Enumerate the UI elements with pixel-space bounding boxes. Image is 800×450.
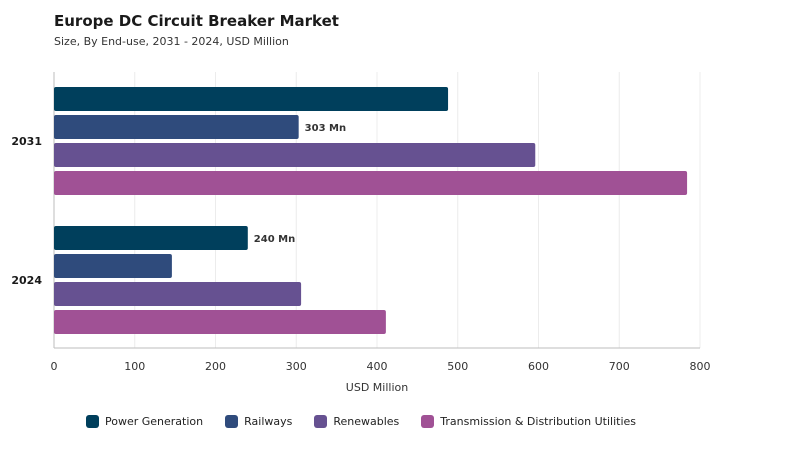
legend-item: Railways <box>225 415 292 428</box>
x-tick-label: 400 <box>367 360 388 373</box>
legend-swatch <box>225 415 239 428</box>
chart-legend: Power Generation Railways Renewables Transm… <box>86 415 636 428</box>
y-category-label: 2024 <box>11 274 42 287</box>
x-tick-label: 500 <box>447 360 468 373</box>
x-tick-label: 600 <box>528 360 549 373</box>
chart-title: Europe DC Circuit Breaker Market <box>54 12 339 30</box>
legend-swatch <box>421 415 435 428</box>
chart-subtitle: Size, By End-use, 2031 - 2024, USD Milli… <box>54 35 289 48</box>
bar <box>54 143 536 167</box>
legend-label: Renewables <box>333 415 400 428</box>
data-label: 240 Mn <box>254 234 295 245</box>
legend-swatch <box>314 415 328 428</box>
data-label: 303 Mn <box>305 123 346 134</box>
x-tick-label: 300 <box>286 360 307 373</box>
bar <box>54 254 172 278</box>
x-axis-label: USD Million <box>346 381 408 394</box>
x-tick-label: 100 <box>124 360 145 373</box>
bar <box>54 226 248 250</box>
bar <box>54 282 302 306</box>
x-tick-label: 700 <box>609 360 630 373</box>
legend-item: Power Generation <box>86 415 203 428</box>
bar <box>54 87 449 111</box>
bar <box>54 171 688 195</box>
x-tick-label: 800 <box>690 360 711 373</box>
y-category-label: 2031 <box>11 135 42 148</box>
legend-label: Transmission & Distribution Utilities <box>440 415 636 428</box>
legend-label: Railways <box>244 415 293 428</box>
x-tick-label: 0 <box>51 360 58 373</box>
x-tick-label: 200 <box>205 360 226 373</box>
legend-item: Transmission & Distribution Utilities <box>421 415 636 428</box>
bar <box>54 310 386 334</box>
legend-swatch <box>86 415 99 428</box>
bar <box>54 115 299 139</box>
legend-item: Renewables <box>314 415 399 428</box>
legend-label: Power Generation <box>105 415 204 428</box>
